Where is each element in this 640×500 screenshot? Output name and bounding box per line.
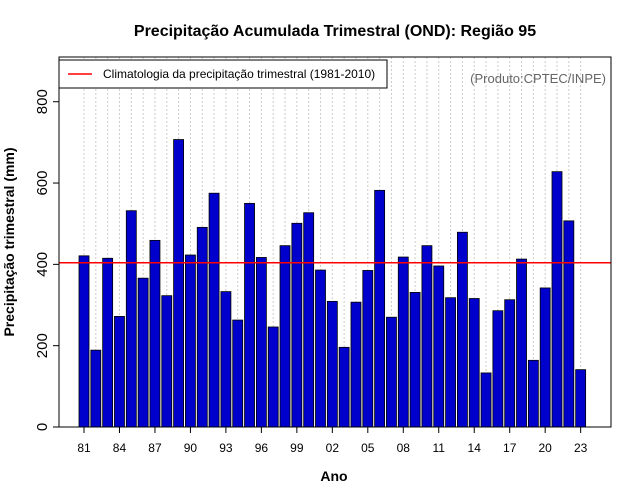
bar-10 — [421, 245, 433, 428]
y-tick-label-600: 600 — [34, 171, 51, 196]
bar-96 — [255, 257, 267, 428]
bar-series — [78, 139, 587, 428]
bar-02 — [326, 300, 338, 428]
bar-19 — [527, 359, 539, 428]
bar-97 — [267, 326, 279, 428]
x-tick-label-93: 93 — [219, 441, 233, 455]
y-axis-title: Precipitação trimestral (mm) — [1, 147, 17, 336]
bar-88 — [161, 295, 173, 428]
chart-title: Precipitação Acumulada Trimestral (OND):… — [134, 23, 536, 40]
bar-22 — [563, 220, 575, 428]
bar-82 — [90, 349, 102, 428]
x-tick-label-08: 08 — [397, 441, 411, 455]
bar-08 — [397, 256, 409, 428]
bar-83 — [102, 257, 114, 428]
x-tick-label-87: 87 — [148, 441, 162, 455]
bar-85 — [125, 210, 137, 428]
y-tick-label-400: 400 — [34, 252, 51, 277]
bar-93 — [220, 291, 232, 428]
bar-18 — [516, 258, 527, 428]
bar-95 — [244, 202, 255, 428]
bar-07 — [386, 316, 397, 428]
x-axis-title: Ano — [320, 468, 347, 484]
bar-87 — [149, 239, 161, 428]
x-tick-label-90: 90 — [184, 441, 198, 455]
x-tick-label-05: 05 — [361, 441, 375, 455]
x-axis: 81 84 87 90 93 96 99 02 05 08 11 14 17 20 23 — [77, 427, 588, 455]
x-tick-label-81: 81 — [77, 441, 91, 455]
legend-box — [58, 59, 388, 89]
legend-label: Climatologia da precipitação trimestral … — [103, 67, 375, 81]
x-tick-label-99: 99 — [290, 441, 304, 455]
bar-04 — [350, 301, 362, 428]
bar-98 — [279, 245, 291, 428]
bar-06 — [374, 189, 386, 428]
bar-17 — [504, 299, 516, 428]
y-tick-label-200: 200 — [34, 333, 51, 358]
x-tick-label-20: 20 — [538, 441, 552, 455]
y-axis: 0 200 400 600 800 — [34, 89, 59, 431]
bar-91 — [196, 226, 208, 428]
bar-92 — [208, 192, 220, 428]
x-tick-label-17: 17 — [503, 441, 517, 455]
bar-05 — [362, 270, 374, 428]
bar-81 — [78, 255, 90, 428]
bar-84 — [114, 316, 125, 428]
x-tick-label-14: 14 — [468, 441, 482, 455]
x-tick-label-02: 02 — [326, 441, 340, 455]
y-tick-label-800: 800 — [34, 89, 51, 114]
bar-13 — [456, 231, 468, 428]
plot-frame — [58, 56, 612, 428]
bar-89 — [173, 139, 185, 428]
bar-09 — [409, 292, 421, 428]
x-tick-label-23: 23 — [574, 441, 588, 455]
bar-86 — [137, 277, 149, 428]
x-tick-label-96: 96 — [255, 441, 269, 455]
bar-11 — [433, 265, 445, 428]
bar-01 — [315, 269, 326, 428]
bar-00 — [303, 212, 315, 428]
bar-99 — [291, 222, 303, 428]
bar-94 — [232, 319, 244, 428]
bar-15 — [480, 372, 492, 428]
legend: Climatologia da precipitação trimestral … — [58, 59, 388, 89]
bar-03 — [338, 346, 350, 428]
bar-23 — [575, 369, 587, 428]
bar-21 — [551, 171, 563, 428]
bar-20 — [539, 287, 551, 428]
bar-12 — [445, 297, 456, 428]
bar-14 — [468, 298, 480, 428]
x-tick-label-11: 11 — [433, 441, 446, 455]
credit-text: (Produto:CPTEC/INPE) — [470, 71, 606, 86]
bar-90 — [185, 254, 196, 428]
y-tick-label-0: 0 — [34, 423, 51, 431]
x-tick-label-84: 84 — [113, 441, 127, 455]
bar-16 — [492, 310, 504, 428]
